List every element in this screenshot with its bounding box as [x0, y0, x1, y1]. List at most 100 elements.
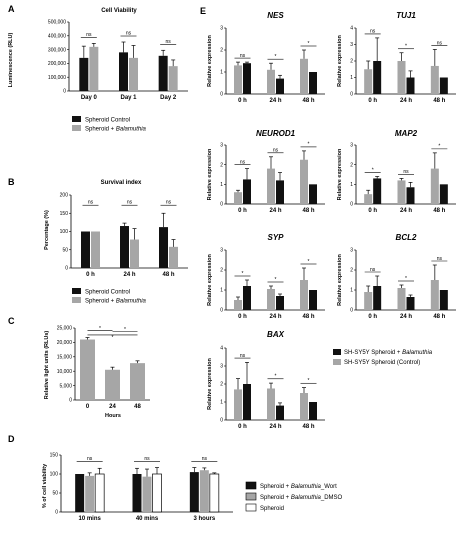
a-sig-label: ns [126, 31, 132, 37]
e-BAX-y-tick-label: 3 [220, 364, 223, 370]
e-TUJ1-x-label: 24 h [400, 98, 412, 104]
d-bar-1-0 [85, 475, 95, 512]
e-SYP-bar-control-1 [267, 289, 275, 310]
b-legend-swatch-1 [72, 297, 81, 303]
panel-label-a: A [8, 4, 15, 14]
a-y-tick-label: 400,000 [48, 34, 66, 40]
e-BCL2-y-tick-label: 3 [350, 248, 353, 254]
e-NES-x-label: 24 h [269, 98, 281, 104]
panel-label-d: D [8, 434, 15, 444]
e-NES-sig-label: * [275, 54, 277, 60]
e-MAP2-sig-label: ns [403, 169, 409, 175]
e-NES-y-tick-label: 0 [220, 92, 223, 98]
e-NES-sig-label: ns [240, 53, 246, 59]
e-NES-bar-control-1 [267, 69, 275, 94]
e-NES-bar-infected-2 [309, 72, 317, 94]
e-TUJ1-y-tick-label: 0 [350, 92, 353, 98]
d-x-label: 10 mins [78, 516, 101, 522]
e-NES-sig-label: * [308, 41, 310, 47]
e-TUJ1-y-tick-label: 2 [350, 59, 353, 65]
e-BAX-y-tick-label: 2 [220, 382, 223, 388]
panel-a-ylabel: Luminescence (RLU) [8, 32, 14, 87]
e-BCL2-ylabel: Relative expression [337, 254, 343, 306]
e-BAX-sig-label: ns [240, 353, 246, 359]
e-NEUROD1-sig-label: ns [273, 148, 279, 154]
e-NEUROD1-y-tick-label: 2 [220, 162, 223, 168]
e-SYP-y-tick-label: 3 [220, 248, 223, 254]
c-y-tick-label: 15,000 [57, 355, 73, 361]
d-y-tick-label: 150 [50, 453, 59, 459]
e-MAP2-bar-control-2 [430, 168, 439, 204]
e-NES-y-tick-label: 3 [220, 26, 223, 32]
a-sig-label: ns [86, 32, 92, 38]
b-bar-0-2 [159, 227, 168, 268]
c-y-tick-label: 5,000 [59, 383, 72, 389]
e-BCL2-y-tick-label: 0 [350, 308, 353, 314]
e-TUJ1-bar-control-1 [397, 61, 406, 94]
e-BCL2-title: BCL2 [396, 233, 417, 242]
e-legend-label-infected: SH-SY5Y Spheroid + Balamuthia [344, 350, 433, 356]
e-NEUROD1-bar-control-2 [300, 159, 308, 204]
a-sig-label: ns [166, 39, 172, 45]
e-NEUROD1-title: NEUROD1 [256, 129, 296, 138]
e-TUJ1-title: TUJ1 [396, 11, 416, 20]
d-x-label: 3 hours [193, 516, 215, 522]
a-legend-label-0: Spheroid Control [85, 118, 130, 124]
e-SYP-bar-control-2 [300, 280, 308, 310]
c-sig-label: * [124, 327, 126, 333]
e-TUJ1-bar-infected-1 [406, 77, 415, 94]
e-BAX-bar-control-2 [300, 393, 308, 420]
e-BAX-x-label: 0 h [238, 424, 247, 430]
c-y-tick-label: 10,000 [57, 369, 73, 375]
b-x-label: 24 h [123, 272, 135, 278]
d-bar-2-1 [152, 473, 162, 513]
c-sig-label: * [112, 335, 114, 341]
e-SYP-bar-infected-0 [243, 286, 251, 310]
e-MAP2-sig-label: * [372, 167, 374, 173]
e-MAP2-ylabel: Relative expression [337, 148, 343, 200]
b-legend-swatch-0 [72, 288, 81, 294]
e-NEUROD1-y-tick-label: 3 [220, 143, 223, 149]
e-SYP-sig-label: * [275, 277, 277, 283]
panel-c-ylabel: Relative light units (RLUs) [44, 331, 50, 400]
a-x-label: Day 2 [160, 95, 177, 101]
e-BCL2-bar-infected-0 [373, 286, 382, 310]
b-bar-1-0 [91, 231, 100, 268]
e-BAX-bar-control-0 [234, 389, 242, 420]
e-NES-bar-control-0 [234, 65, 242, 94]
e-MAP2-x-label: 24 h [400, 208, 412, 214]
b-y-tick-label: 100 [60, 229, 69, 235]
a-y-tick-label: 300,000 [48, 47, 66, 53]
e-BAX-bar-infected-1 [276, 405, 284, 420]
e-TUJ1-ylabel: Relative expression [337, 35, 343, 87]
e-SYP-y-tick-label: 2 [220, 268, 223, 274]
panel-b-ylabel: Percentage (%) [44, 210, 50, 250]
e-BCL2-sig-label: ns [437, 256, 443, 262]
e-MAP2-y-tick-label: 0 [350, 202, 353, 208]
panel-b-title: Survival index [101, 180, 142, 186]
d-bar-0-1 [132, 474, 142, 512]
e-BAX-title: BAX [267, 330, 285, 339]
e-MAP2-x-label: 0 h [368, 208, 377, 214]
d-bar-0-2 [189, 472, 199, 512]
e-BAX-x-label: 24 h [269, 424, 281, 430]
b-y-tick-label: 0 [65, 266, 68, 272]
b-y-tick-label: 200 [60, 193, 69, 199]
e-NEUROD1-ylabel: Relative expression [207, 148, 213, 200]
e-MAP2-bar-infected-2 [439, 184, 448, 204]
c-bar-0-1 [105, 369, 120, 400]
a-bar-0-1 [119, 52, 128, 91]
d-legend-swatch-2 [245, 503, 257, 512]
e-NEUROD1-x-label: 0 h [238, 208, 247, 214]
e-SYP-x-label: 0 h [238, 314, 247, 320]
e-BAX-y-tick-label: 0 [220, 418, 223, 424]
e-TUJ1-y-tick-label: 4 [350, 26, 353, 32]
e-NEUROD1-bar-infected-1 [276, 180, 284, 204]
e-MAP2-sig-label: * [438, 144, 440, 150]
b-x-label: 0 h [86, 272, 95, 278]
e-BCL2-y-tick-label: 1 [350, 288, 353, 294]
e-TUJ1-bar-infected-2 [439, 77, 448, 94]
e-MAP2-x-label: 48 h [433, 208, 445, 214]
e-TUJ1-bar-control-2 [430, 65, 439, 94]
